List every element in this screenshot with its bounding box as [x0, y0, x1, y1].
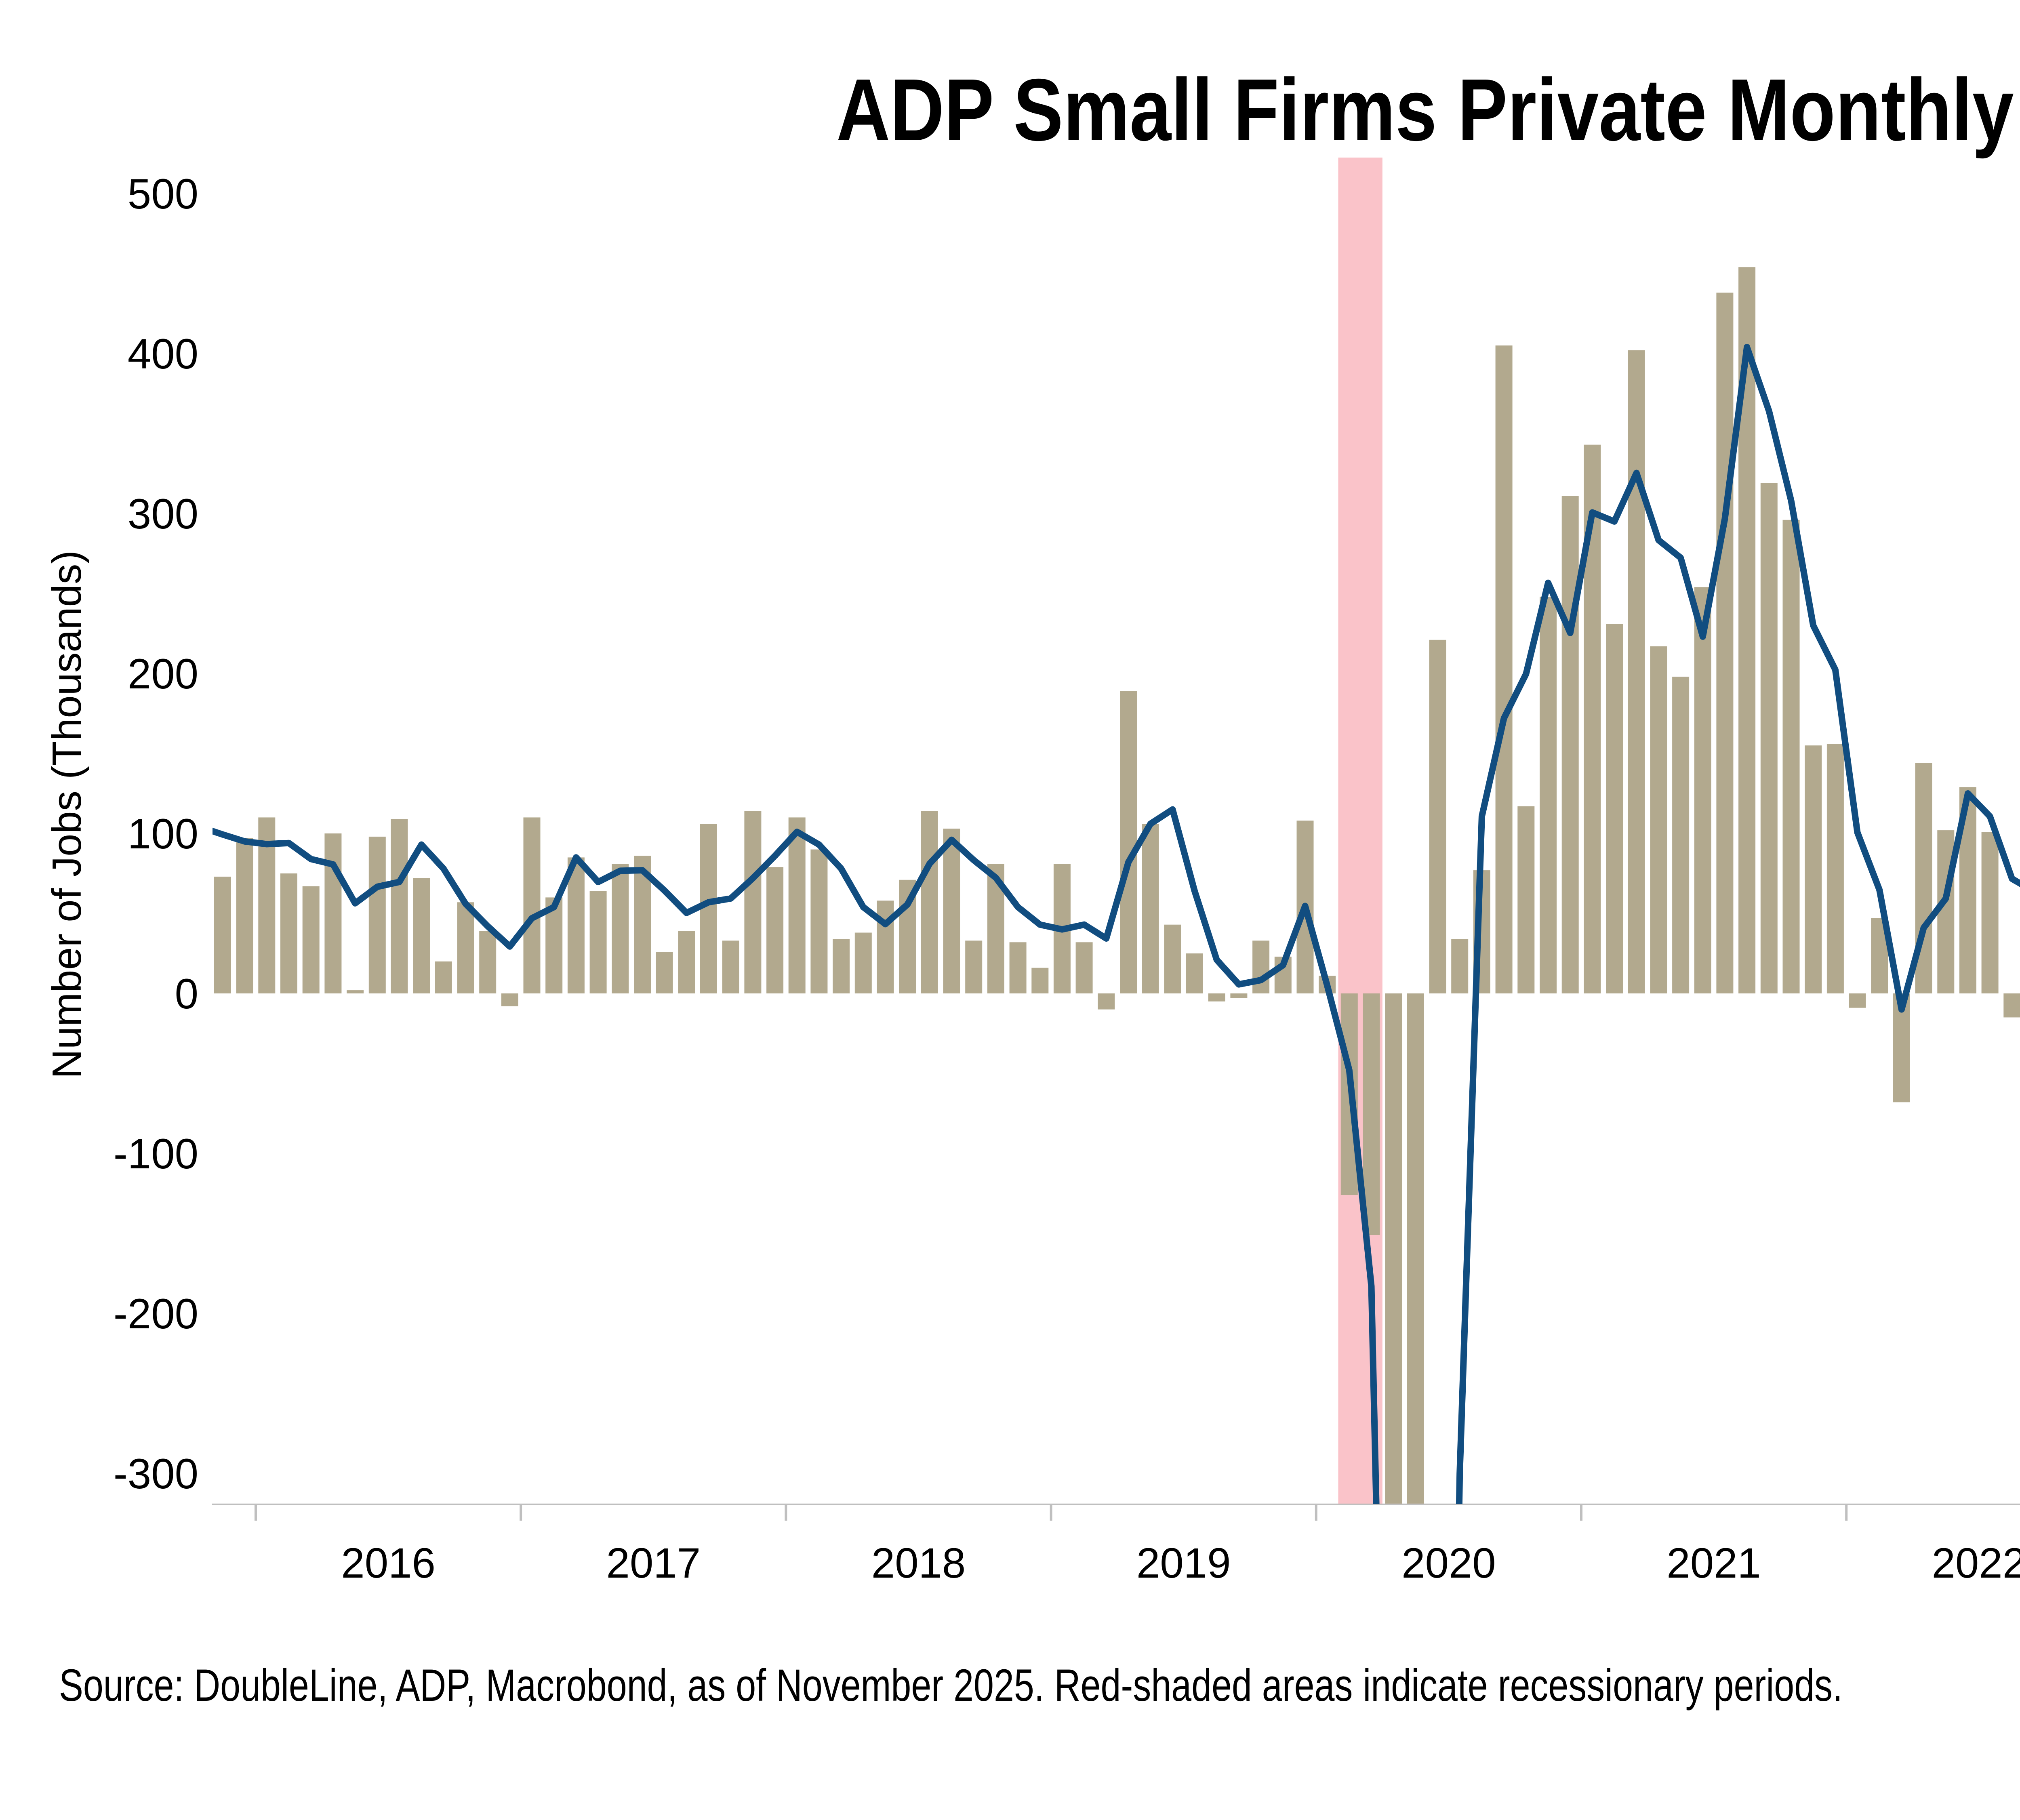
- svg-text:Source: DoubleLine, ADP, Macro: Source: DoubleLine, ADP, Macrobond, as o…: [59, 1660, 1843, 1711]
- svg-text:2017: 2017: [606, 1540, 701, 1587]
- svg-text:300: 300: [128, 490, 198, 538]
- svg-text:Number of Jobs (Thousands): Number of Jobs (Thousands): [44, 550, 90, 1079]
- svg-text:500: 500: [128, 170, 198, 218]
- svg-text:ADP Small Firms Private Monthl: ADP Small Firms Private Monthly Job Gain…: [836, 61, 2020, 159]
- svg-text:-100: -100: [114, 1130, 198, 1178]
- svg-text:-300: -300: [114, 1450, 198, 1498]
- svg-text:2022: 2022: [1932, 1540, 2020, 1587]
- svg-text:2021: 2021: [1666, 1540, 1761, 1587]
- svg-text:200: 200: [128, 650, 198, 698]
- svg-text:100: 100: [128, 810, 198, 858]
- svg-text:2020: 2020: [1401, 1540, 1496, 1587]
- svg-text:2018: 2018: [871, 1540, 966, 1587]
- svg-text:400: 400: [128, 330, 198, 378]
- svg-text:-200: -200: [114, 1290, 198, 1338]
- svg-text:2016: 2016: [341, 1540, 436, 1587]
- svg-text:2019: 2019: [1136, 1540, 1231, 1587]
- svg-text:0: 0: [175, 970, 198, 1018]
